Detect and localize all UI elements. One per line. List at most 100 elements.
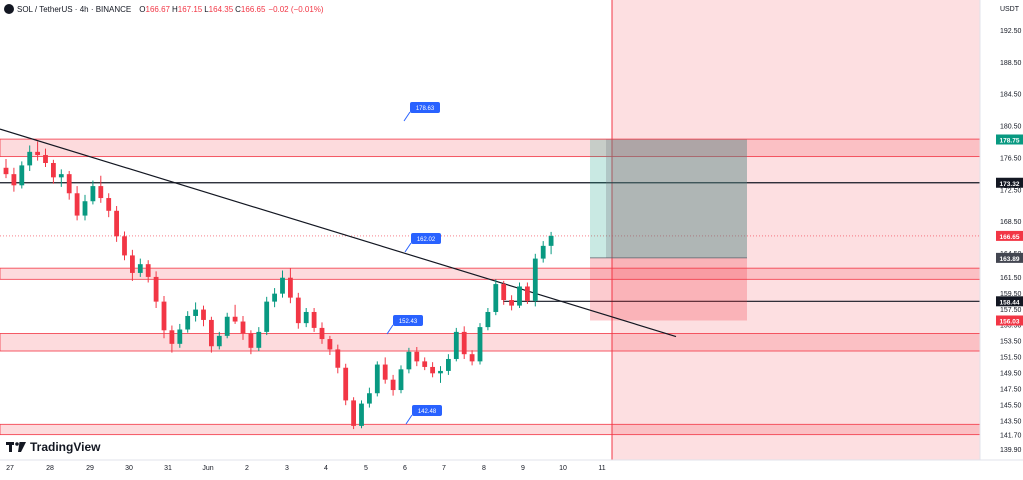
candle-body: [532, 258, 538, 301]
price-tick-label: 180.50: [1000, 124, 1022, 131]
candle-body: [422, 361, 428, 367]
price-label-text: 158.44: [1000, 299, 1020, 306]
low-label: L: [204, 4, 209, 14]
time-tick-label: 8: [482, 465, 486, 472]
candle-body: [122, 236, 127, 256]
change-value: −0.02 (−0.01%): [268, 4, 324, 14]
candle-body: [272, 293, 277, 302]
candle-body: [169, 330, 175, 344]
price-tick-label: 155.50: [1000, 323, 1022, 330]
watermark-text: TradingView: [30, 440, 101, 454]
time-tick-label: 27: [6, 465, 14, 472]
price-tick-label: 161.50: [1000, 275, 1022, 282]
time-tick-label: 30: [125, 465, 133, 472]
candle-body: [248, 333, 254, 348]
position-stop-zone: [590, 257, 747, 321]
price-tick-label: 157.50: [1000, 307, 1022, 314]
candle-body: [185, 315, 191, 330]
candle-body: [430, 366, 435, 374]
price-label-box: [996, 177, 1023, 188]
time-tick-label: 10: [559, 465, 567, 472]
candle-body: [66, 174, 72, 194]
candle-body: [130, 255, 135, 273]
candle-body: [11, 174, 17, 186]
time-tick-label: 29: [86, 465, 94, 472]
candle-body: [216, 335, 222, 347]
candle-body: [280, 277, 285, 294]
callout-box: [412, 405, 442, 416]
candle-body: [161, 301, 167, 331]
candle-body: [343, 367, 349, 401]
plot-background: [0, 0, 980, 460]
candle-body: [153, 276, 159, 302]
candle-body: [525, 286, 530, 301]
price-tick-label: 168.50: [1000, 219, 1022, 226]
candle-body: [90, 186, 96, 202]
candle-body: [548, 235, 554, 246]
candle-body: [58, 174, 64, 178]
price-tick-label: 184.50: [1000, 92, 1022, 99]
symbol-title[interactable]: SOL / TetherUS · 4h · BINANCE: [17, 4, 132, 14]
trendline: [0, 128, 677, 338]
time-tick-label: Jun: [202, 465, 213, 472]
candle-body: [390, 379, 396, 391]
candle-body: [19, 165, 25, 186]
price-label-text: 178.75: [1000, 137, 1020, 144]
tradingview-logo-icon: [6, 442, 26, 452]
high-value: 167.15: [177, 4, 203, 14]
tradingview-watermark[interactable]: TradingView: [6, 440, 100, 454]
candle-body: [114, 210, 119, 237]
candle-body: [477, 327, 483, 362]
callout-pointer: [386, 324, 394, 335]
price-tick-label: 145.50: [1000, 402, 1022, 409]
candle-body: [351, 400, 356, 426]
supply-demand-zone: [0, 138, 981, 158]
candle-body: [74, 193, 80, 216]
future-shaded-region: [612, 0, 980, 460]
candle-body: [327, 339, 333, 350]
price-label-box: [996, 134, 1023, 145]
candle-body: [311, 311, 317, 328]
candle-body: [453, 331, 459, 359]
supply-demand-zone: [0, 333, 981, 352]
price-label-box: [996, 296, 1023, 307]
time-tick-label: 11: [598, 465, 605, 472]
time-axis-background: [0, 460, 1023, 475]
high-label: H: [171, 4, 178, 14]
candle-body: [51, 162, 56, 178]
callout-box: [410, 102, 440, 113]
close-value: 166.65: [240, 4, 266, 14]
candle-body: [240, 321, 246, 334]
candle-body: [461, 331, 467, 355]
price-tick-label: 188.50: [1000, 60, 1022, 67]
time-tick-label: 31: [164, 465, 172, 472]
candle-body: [493, 284, 499, 312]
price-tick-label: 149.50: [1000, 371, 1022, 378]
callout-text: 152.43: [399, 319, 418, 325]
price-label-box: [996, 252, 1023, 263]
candle-body: [335, 349, 341, 368]
candle-body: [540, 245, 546, 259]
price-label-box: [996, 315, 1023, 326]
low-value: 164.35: [208, 4, 234, 14]
price-label-text: 163.89: [1000, 256, 1020, 263]
candle-body: [303, 311, 309, 324]
position-target-zone: [590, 139, 747, 258]
time-tick-label: 5: [364, 465, 368, 472]
candle-body: [469, 354, 475, 362]
candle-body: [43, 155, 48, 163]
candle-body: [295, 297, 301, 324]
price-tick-label: 172.50: [1000, 187, 1022, 194]
candle-body: [224, 316, 230, 336]
candle-body: [193, 309, 198, 316]
candle-body: [359, 403, 364, 426]
candle-body: [485, 311, 491, 328]
candle-body: [509, 300, 514, 306]
close-label: C: [235, 4, 241, 14]
time-tick-label: 9: [521, 465, 525, 472]
time-tick-label: 7: [442, 465, 446, 472]
candle-body: [35, 151, 40, 156]
